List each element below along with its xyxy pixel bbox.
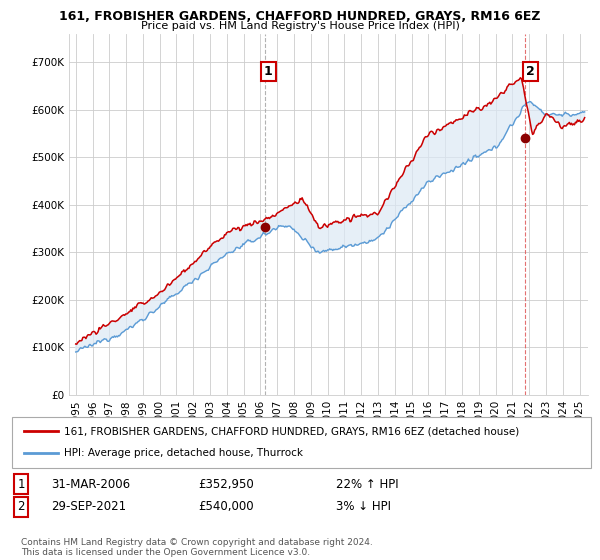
Text: 1: 1 [263, 65, 272, 78]
Text: 1: 1 [17, 478, 25, 491]
Text: 161, FROBISHER GARDENS, CHAFFORD HUNDRED, GRAYS, RM16 6EZ (detached house): 161, FROBISHER GARDENS, CHAFFORD HUNDRED… [64, 426, 520, 436]
Text: 161, FROBISHER GARDENS, CHAFFORD HUNDRED, GRAYS, RM16 6EZ: 161, FROBISHER GARDENS, CHAFFORD HUNDRED… [59, 10, 541, 23]
FancyBboxPatch shape [12, 417, 591, 468]
Text: £540,000: £540,000 [198, 500, 254, 514]
Text: £352,950: £352,950 [198, 478, 254, 491]
Text: 22% ↑ HPI: 22% ↑ HPI [336, 478, 398, 491]
Text: Contains HM Land Registry data © Crown copyright and database right 2024.
This d: Contains HM Land Registry data © Crown c… [21, 538, 373, 557]
Text: 3% ↓ HPI: 3% ↓ HPI [336, 500, 391, 514]
Text: Price paid vs. HM Land Registry's House Price Index (HPI): Price paid vs. HM Land Registry's House … [140, 21, 460, 31]
Text: 2: 2 [17, 500, 25, 514]
Text: HPI: Average price, detached house, Thurrock: HPI: Average price, detached house, Thur… [64, 449, 303, 459]
Text: 29-SEP-2021: 29-SEP-2021 [51, 500, 126, 514]
Text: 2: 2 [526, 65, 535, 78]
Text: 31-MAR-2006: 31-MAR-2006 [51, 478, 130, 491]
